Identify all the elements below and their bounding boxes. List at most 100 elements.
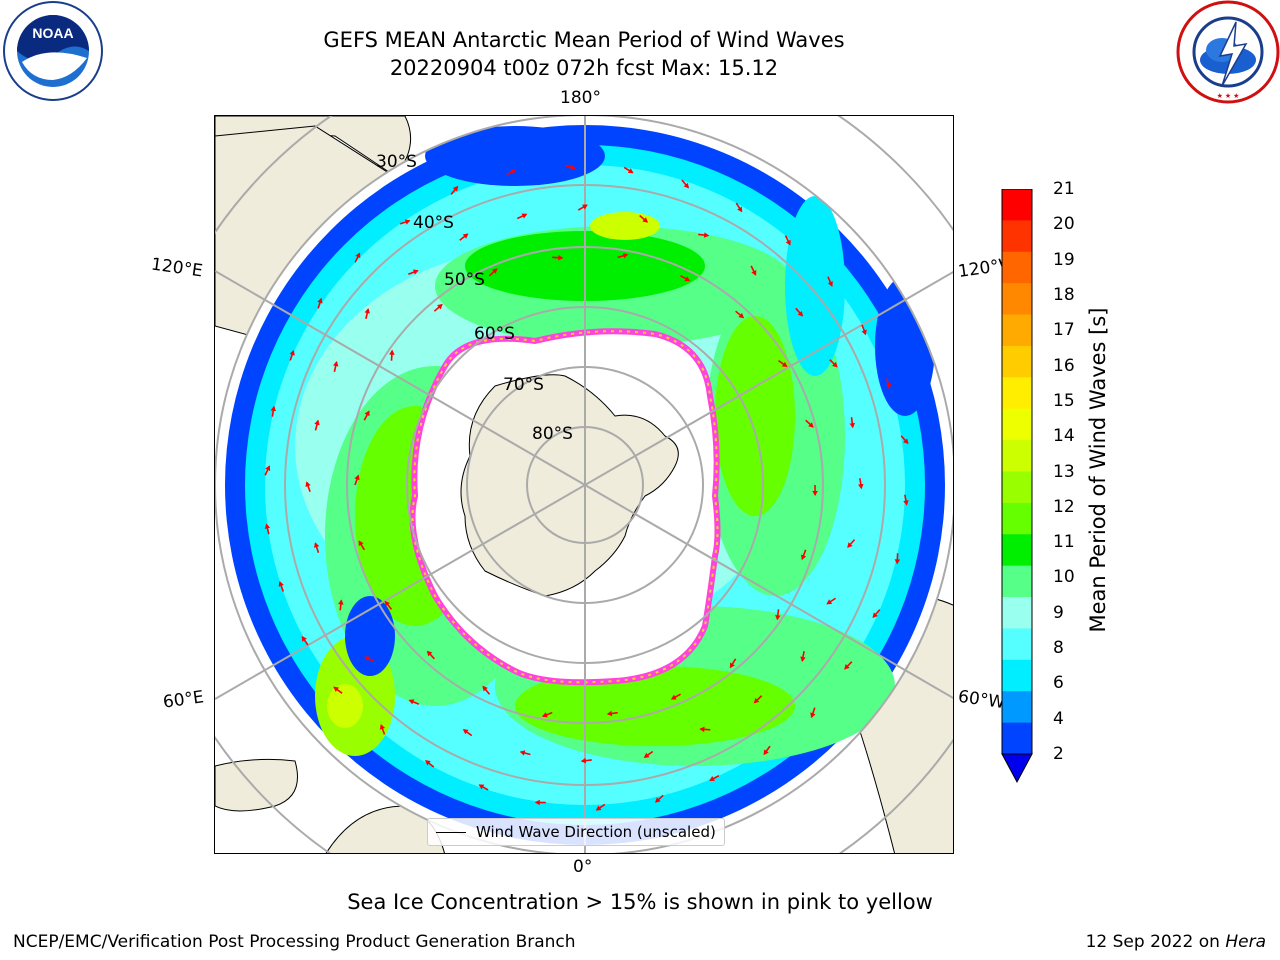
wave-arrow-head [270, 405, 277, 412]
wave-arrow-head [426, 650, 433, 657]
wave-arrow-head [810, 712, 816, 719]
wave-arrow-head [305, 481, 311, 488]
nws-logo: ★ ★ ★ [1176, 0, 1280, 104]
colorbar-tick-label: 21 [1053, 179, 1075, 199]
colorbar-tick-label: 2 [1053, 744, 1064, 764]
wave-arrow-head [379, 724, 386, 730]
map-subtitle: 20220904 t00z 072h fcst Max: 15.12 [389, 56, 779, 80]
wave-arrow-head [797, 310, 804, 317]
wave-arrow-head [670, 694, 677, 700]
map-title: GEFS MEAN Antarctic Mean Period of Wind … [323, 28, 845, 52]
wave-arrow-head [408, 699, 415, 705]
colorbar-band [1002, 502, 1032, 535]
wave-arrow-head [580, 757, 587, 764]
wave-arrow-head [510, 169, 517, 175]
wave-arrow-head [844, 664, 850, 670]
wave-arrow-head [289, 349, 295, 356]
wave-period-field [215, 116, 953, 853]
wave-arrow-head [606, 710, 613, 717]
wave-arrow-head [642, 217, 648, 223]
wave-arrow-head [827, 281, 833, 287]
wave-arrow-head [452, 185, 459, 192]
colorbar-band [1002, 314, 1032, 347]
wave-arrow-head [753, 697, 760, 704]
wave-arrow-head [903, 500, 909, 506]
wave-arrow-head [264, 523, 271, 530]
wave-arrow-head [478, 784, 485, 790]
wave-arrow-head [541, 712, 548, 718]
colorbar-tick-label: 6 [1053, 673, 1064, 694]
wave-arrow-head [737, 206, 743, 213]
legend-label: Wind Wave Direction (unscaled) [476, 823, 716, 841]
wave-arrow-head [338, 599, 344, 605]
colorbar-tick-label: 12 [1053, 496, 1075, 517]
colorbar-tick-label: 9 [1053, 602, 1064, 623]
wave-arrow-head [751, 270, 757, 276]
footer-branch: NCEP/EMC/Verification Post Processing Pr… [13, 932, 576, 952]
colorbar-band [1002, 251, 1032, 284]
wave-arrow-head [643, 752, 650, 758]
lat-label-60s: 60°S [474, 324, 515, 344]
wave-arrow-head [781, 361, 788, 367]
colorbar-band [1002, 628, 1032, 661]
lon-label-120e: 120°E [149, 254, 204, 282]
wave-arrow-head [364, 410, 370, 417]
colorbar-band [1002, 471, 1032, 504]
lat-label-30s: 30°S [376, 152, 417, 172]
lon-label-60w: 60°W [956, 686, 1007, 714]
wave-arrow-head [826, 599, 833, 605]
svg-text:★ ★ ★: ★ ★ ★ [1217, 92, 1240, 100]
wave-arrow-head [627, 168, 634, 174]
wave-arrow-head [278, 581, 284, 587]
wave-arrow-head [622, 253, 629, 259]
wave-arrow-head [317, 297, 323, 304]
wave-arrow-head [885, 383, 892, 390]
wave-arrow-head [832, 361, 838, 368]
wave-arrow-head [582, 204, 588, 210]
wave-arrow-head [521, 213, 528, 219]
wave-arrow-head [808, 422, 814, 428]
wave-arrow-head [313, 542, 320, 548]
wave-arrow-head [384, 600, 390, 607]
colorbar-band [1002, 565, 1032, 598]
colorbar-band [1002, 722, 1032, 755]
colorbar-tick-label: 14 [1053, 426, 1075, 447]
colorbar-band [1002, 377, 1032, 410]
wave-arrow-head [812, 490, 818, 497]
wave-arrow-head [595, 805, 602, 811]
colorbar-band [1002, 597, 1032, 629]
wave-arrow-head [683, 182, 690, 189]
lat-label-70s: 70°S [503, 375, 544, 395]
wave-arrow-head [491, 268, 498, 274]
wave-arrow-head [412, 269, 419, 275]
wave-arrow-head [265, 465, 271, 472]
polar-stereographic-map [214, 115, 954, 854]
wave-arrow-head [462, 233, 469, 239]
lon-label-0: 0° [573, 857, 593, 877]
wave-arrow-head [800, 656, 806, 662]
wave-arrow-head [872, 612, 878, 618]
wave-arrow-head [389, 349, 395, 355]
colorbar-tick-label: 17 [1053, 320, 1075, 341]
colorbar-band [1002, 440, 1032, 472]
wave-arrow-head [763, 749, 769, 756]
sea-ice-note: Sea Ice Concentration > 15% is shown in … [347, 890, 933, 914]
wave-arrow-head [519, 750, 526, 756]
wave-arrow-head [333, 360, 339, 367]
wave-arrow-head [709, 776, 715, 781]
colorbar-tick-label: 15 [1053, 390, 1075, 411]
colorbar-band [1002, 691, 1032, 724]
colorbar-band [1002, 534, 1032, 567]
map-legend: Wind Wave Direction (unscaled) [427, 818, 725, 846]
colorbar-tick-label: 4 [1053, 708, 1064, 729]
noaa-logo: NOAA [3, 1, 103, 101]
wave-arrow-head [861, 329, 867, 336]
wave-arrow-head [364, 656, 371, 662]
wave-arrow-head [699, 726, 705, 733]
wave-arrow-head [775, 614, 781, 621]
wave-arrow-head [314, 419, 320, 426]
wave-arrow-head [858, 483, 864, 490]
wave-arrow-head [849, 422, 856, 429]
lon-label-60e: 60°E [161, 687, 206, 713]
colorbar-band [1002, 283, 1032, 316]
